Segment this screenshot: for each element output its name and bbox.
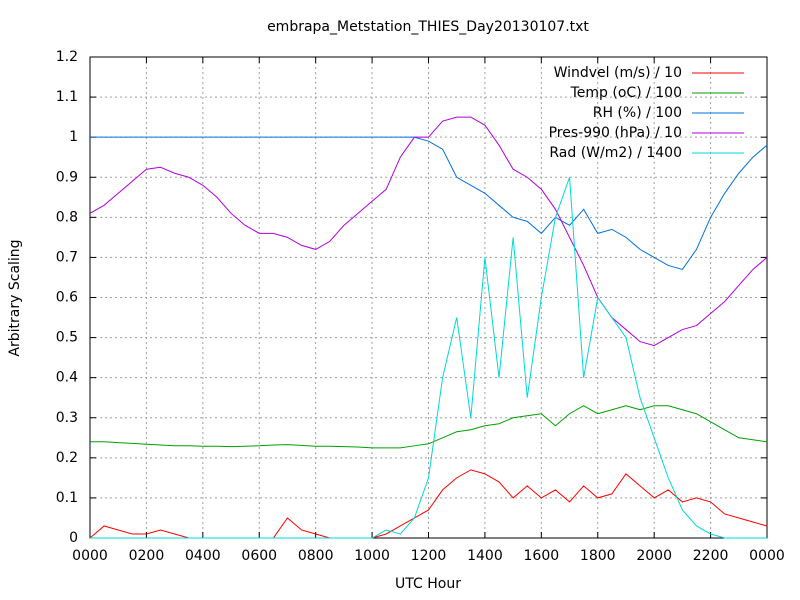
legend-label: Windvel (m/s) / 10	[554, 65, 682, 81]
series-line	[89, 116, 768, 347]
plot-border	[89, 56, 768, 539]
x-tick-label: 0200	[129, 548, 165, 564]
legend-label: Rad (W/m2) / 1400	[549, 145, 682, 161]
y-tick-label: 0.7	[56, 249, 78, 265]
x-tick-label: 2200	[693, 548, 729, 564]
series-line	[90, 405, 768, 449]
x-tick-label: 2000	[636, 548, 672, 564]
x-tick-label: 1800	[580, 548, 616, 564]
y-tick-label: 0.3	[56, 410, 78, 426]
y-tick-label: 0	[69, 530, 78, 546]
chart-title: embrapa_Metstation_THIES_Day20130107.txt	[267, 19, 589, 35]
x-tick-label: 1600	[524, 548, 560, 564]
x-tick-label: 0400	[185, 548, 221, 564]
x-tick-label: 1400	[467, 548, 503, 564]
y-tick-label: 0.1	[56, 490, 78, 506]
x-tick-label: 0600	[241, 548, 277, 564]
x-tick-label: 1200	[411, 548, 447, 564]
legend-label: RH (%) / 100	[593, 105, 682, 121]
legend-label: Temp (oC) / 100	[570, 85, 682, 101]
legend-label: Pres-990 (hPa) / 10	[549, 125, 682, 141]
x-tick-label: 0000	[72, 548, 108, 564]
series-line	[90, 136, 768, 271]
y-tick-label: 0.2	[56, 450, 78, 466]
x-tick-label: 0000	[749, 548, 785, 564]
y-tick-label: 0.6	[56, 290, 78, 306]
y-tick-label: 0.8	[56, 209, 78, 225]
y-tick-label: 0.9	[56, 169, 78, 185]
x-tick-label: 1000	[354, 548, 390, 564]
x-tick-label: 0800	[298, 548, 334, 564]
y-tick-label: 0.4	[56, 370, 78, 386]
y-axis-label: Arbitrary Scaling	[7, 239, 23, 356]
x-axis-label: UTC Hour	[395, 576, 461, 592]
y-tick-label: 0.5	[56, 330, 78, 346]
y-tick-label: 1	[69, 129, 78, 145]
series-line	[90, 177, 767, 539]
y-tick-label: 1.2	[56, 49, 78, 65]
y-tick-label: 1.1	[56, 89, 78, 105]
